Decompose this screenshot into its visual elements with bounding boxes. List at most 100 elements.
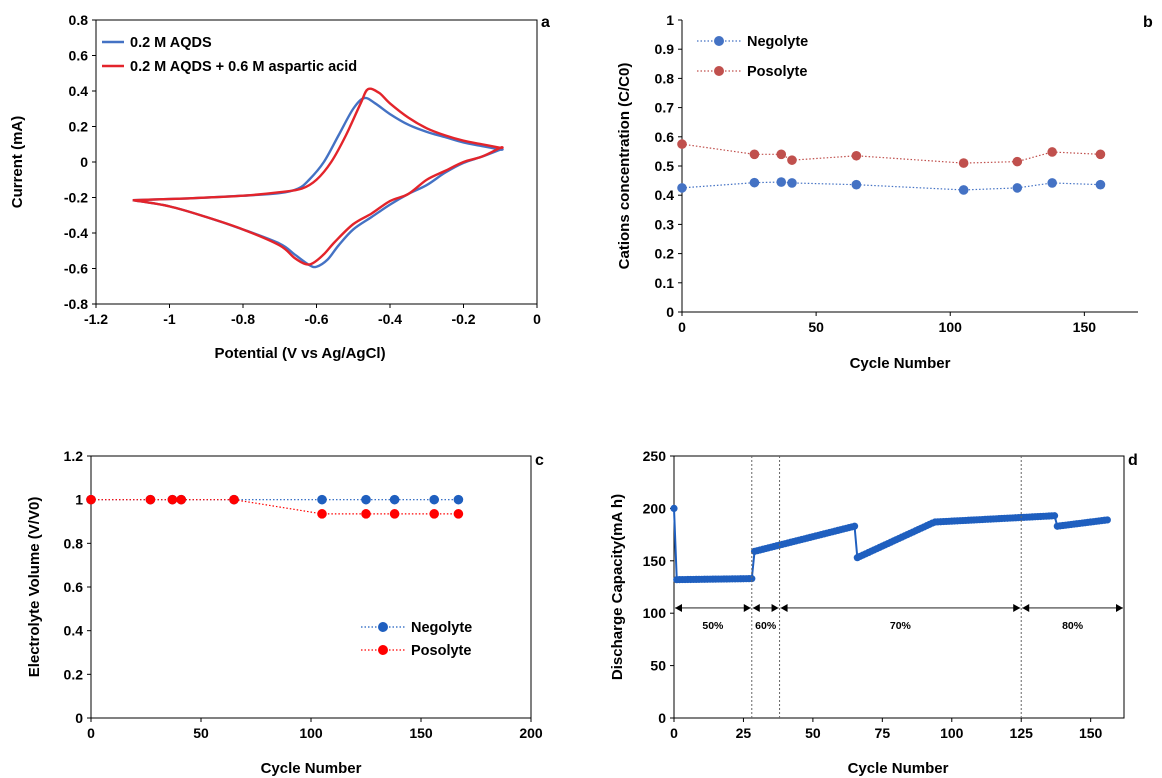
band-arrow-head-right	[1013, 603, 1021, 612]
x-tick-label: -1	[163, 311, 176, 327]
data-point-posolyte	[677, 139, 687, 149]
x-tick-label: 100	[939, 319, 963, 335]
panel-a-ylabel: Current (mA)	[9, 116, 26, 209]
x-tick-label: -1.2	[84, 311, 108, 327]
data-point-posolyte	[958, 158, 969, 168]
data-point-negolyte	[389, 494, 400, 505]
data-point-negolyte	[787, 178, 797, 188]
data-point-posolyte	[361, 509, 371, 519]
panel-d-xlabel: Cycle Number	[848, 760, 949, 777]
panel-d-plot: 50% 60% 70% 80%	[670, 456, 1123, 718]
data-point-posolyte	[1095, 149, 1106, 160]
band-label: 60%	[755, 620, 777, 632]
band-arrow-head-left	[752, 603, 760, 612]
y-tick-label: 200	[643, 500, 667, 516]
legend-label-negolyte: Negolyte	[747, 34, 808, 50]
y-tick-label: -0.8	[64, 296, 88, 312]
x-tick-label: 100	[940, 725, 964, 741]
x-tick-label: 125	[1010, 725, 1034, 741]
legend-marker-posolyte	[714, 66, 724, 76]
panel-a-cyclic-voltammetry: -1.2 -1 -0.8 -0.6 -0.4 -0.2 0 -0.8 -0.6 -0.4 -0.2 0…	[9, 12, 550, 362]
x-tick-label: 150	[409, 725, 433, 741]
panel-b-legend: Negolyte Posolyte	[697, 34, 808, 80]
y-tick-label: 0.7	[655, 100, 675, 116]
y-tick-label: 0.8	[655, 70, 675, 86]
capacity-point	[1050, 512, 1059, 520]
y-tick-label: 0.4	[655, 187, 675, 203]
legend-label-posolyte: Posolyte	[747, 64, 807, 80]
data-point-posolyte	[453, 509, 464, 519]
y-tick-label: 150	[643, 553, 667, 569]
y-tick-label: 0	[75, 710, 83, 726]
panel-letter-b: b	[1143, 14, 1153, 31]
data-point-posolyte	[145, 494, 156, 505]
panel-a-ticks: -1.2 -1 -0.8 -0.6 -0.4 -0.2 0 -0.8 -0.6 -0.4 -0.2 0…	[64, 12, 541, 327]
data-point-negolyte	[677, 183, 687, 193]
y-tick-label: 0.1	[655, 275, 675, 291]
y-tick-label: 0.4	[69, 83, 89, 99]
x-tick-label: 100	[299, 725, 323, 741]
series-line-posolyte	[681, 143, 1101, 164]
capacity-point	[1103, 516, 1111, 524]
cv-curve-2	[132, 87, 504, 266]
data-point-posolyte	[851, 150, 862, 161]
cv-curve-1	[132, 96, 504, 269]
y-tick-label: 0.2	[655, 246, 675, 262]
data-point-negolyte	[1047, 178, 1057, 188]
data-point-negolyte	[429, 494, 440, 505]
panel-c-legend: Negolyte Posolyte	[361, 620, 472, 659]
data-point-negolyte	[851, 179, 862, 190]
panel-c-ticks: 0 50 100 150 200 0 0.2 0.4 0.6 0.8 1 1.2	[64, 448, 543, 741]
y-tick-label: 0.8	[64, 535, 84, 551]
band-arrow-head-right	[1116, 603, 1123, 612]
legend-marker-negolyte-c	[378, 622, 388, 632]
data-point-posolyte	[1047, 147, 1057, 157]
panel-a-xlabel: Potential (V vs Ag/AgCl)	[214, 345, 385, 362]
y-tick-label: 100	[643, 605, 667, 621]
data-point-posolyte	[787, 155, 797, 165]
x-tick-label: -0.6	[304, 311, 328, 327]
panel-b-cations-concentration: 0 50 100 150 0 0.1 0.2 0.3 0.4 0.5 0.6 0.7 0.8 0.9 1 C…	[616, 12, 1153, 372]
data-point-negolyte	[749, 177, 760, 188]
band-arrow-head-left	[675, 603, 682, 612]
series-line-negolyte	[681, 181, 1101, 191]
y-tick-label: 0	[666, 304, 674, 320]
panel-c-frame	[90, 455, 532, 719]
data-point-posolyte	[229, 494, 239, 505]
y-tick-label: 50	[650, 658, 666, 674]
x-tick-label: -0.4	[378, 311, 402, 327]
data-point-posolyte	[86, 494, 96, 505]
x-tick-label: 0	[533, 311, 541, 327]
panel-b-xlabel: Cycle Number	[850, 355, 951, 372]
legend-label-aqds-aspartic: 0.2 M AQDS + 0.6 M aspartic acid	[130, 59, 357, 75]
data-point-posolyte	[167, 494, 178, 505]
y-tick-label: -0.4	[64, 225, 88, 241]
x-tick-label: 0	[87, 725, 95, 741]
x-tick-label: 50	[805, 725, 821, 741]
capacity-point	[748, 575, 756, 583]
panel-letter-d: d	[1128, 452, 1138, 469]
data-point-negolyte	[958, 185, 969, 195]
band-arrow-head-right	[743, 603, 751, 612]
y-tick-label: 1.2	[64, 448, 84, 464]
panel-d-discharge-capacity: 0 25 50 75 100 125 150 0 50 100 150 200 250 50% 60% 70…	[609, 448, 1138, 777]
y-tick-label: 0.2	[69, 119, 89, 135]
panel-d-ylabel: Discharge Capacity(mA h)	[609, 494, 626, 680]
legend-marker-negolyte	[714, 36, 724, 46]
band-label: 80%	[1062, 620, 1084, 632]
data-point-negolyte	[361, 494, 371, 505]
y-tick-label: 0.6	[69, 48, 89, 64]
x-tick-label: -0.2	[451, 311, 475, 327]
data-point-posolyte	[429, 509, 440, 519]
panel-letter-a: a	[541, 14, 550, 31]
y-tick-label: 0.3	[655, 216, 675, 232]
y-tick-label: 0.6	[655, 129, 675, 145]
x-tick-label: 150	[1079, 725, 1103, 741]
band-arrow-head-left	[780, 603, 788, 612]
band-label: 70%	[890, 620, 912, 632]
band-arrow-head-right	[771, 603, 779, 612]
panel-b-ylabel: Cations concentration (C/C0)	[616, 63, 633, 270]
panel-b-ticks: 0 50 100 150 0 0.1 0.2 0.3 0.4 0.5 0.6 0.7 0.8 0.9 1	[655, 12, 1097, 335]
x-tick-label: -0.8	[231, 311, 255, 327]
